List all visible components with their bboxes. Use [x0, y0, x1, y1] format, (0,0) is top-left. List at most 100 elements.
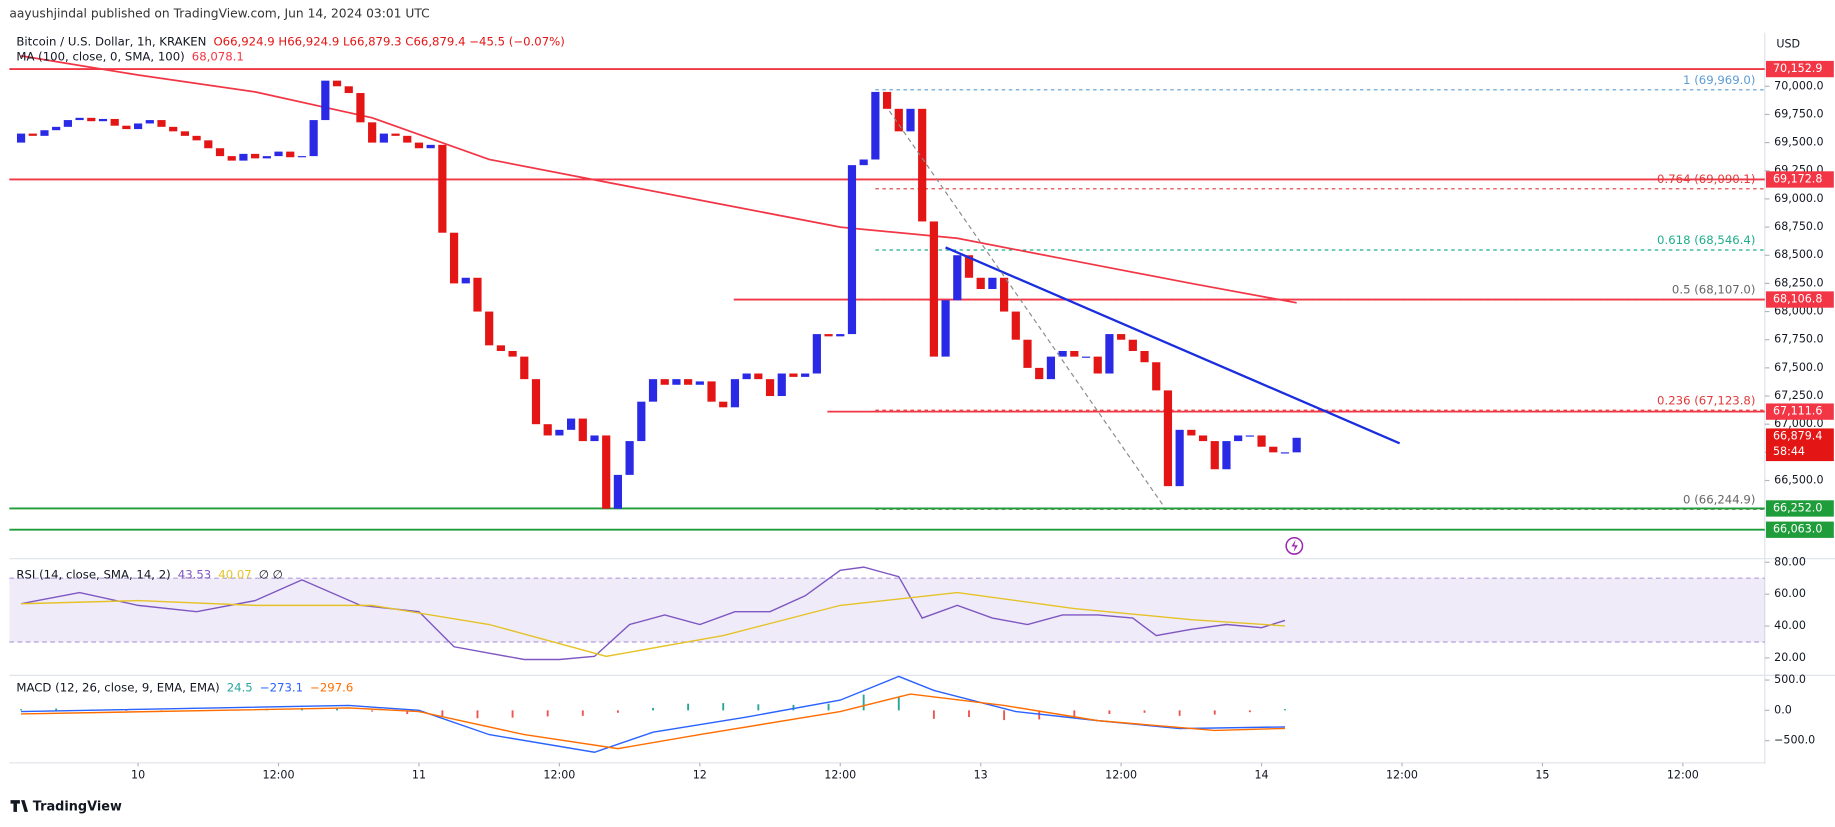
x-tick-label: 12:00	[1386, 769, 1418, 782]
header-text: 68,078.1	[192, 50, 244, 64]
level-price-tag	[1765, 60, 1834, 78]
candle	[543, 424, 552, 436]
macd-histogram-bar	[862, 694, 865, 711]
candle	[719, 401, 728, 408]
candle	[321, 80, 330, 121]
level-price-tag	[1765, 521, 1834, 538]
header-text: MA (100, close, 0, SMA, 100)	[16, 50, 184, 64]
candle	[812, 334, 821, 374]
candle	[52, 126, 61, 131]
candle	[204, 140, 213, 149]
candle	[602, 435, 611, 509]
y-tick-label: 67,000.0	[1774, 417, 1823, 430]
candle	[16, 133, 26, 143]
candle	[1023, 339, 1032, 368]
candle	[485, 311, 494, 346]
last-price-tag	[1765, 428, 1834, 462]
candle	[754, 373, 763, 380]
candle	[684, 379, 693, 385]
candle	[648, 379, 658, 402]
macd-histogram-bar	[1248, 710, 1251, 713]
macd-histogram-bar	[757, 704, 760, 711]
candle	[473, 277, 482, 312]
x-tick-label: 15	[1535, 769, 1549, 782]
candle	[356, 93, 365, 123]
candle	[906, 108, 915, 132]
candle	[391, 133, 400, 136]
y-tick-label: 69,750.0	[1774, 107, 1823, 120]
candle	[871, 91, 880, 160]
candle	[964, 255, 974, 278]
candle	[672, 379, 681, 385]
level-price-tag	[1765, 291, 1834, 308]
candle	[1128, 339, 1137, 351]
candle	[742, 373, 751, 380]
candle	[1198, 435, 1208, 442]
last-price-label: 66,879.4	[1773, 430, 1822, 443]
panel	[20, 675, 1770, 753]
currency: USD	[1776, 37, 1800, 50]
candle	[227, 156, 236, 161]
y-tick-label: 67,500.0	[1774, 361, 1823, 374]
fib-label: 0.236 (67,123.8)	[1657, 393, 1755, 407]
candle	[157, 120, 166, 127]
header-text: 24.5	[227, 681, 253, 695]
candle	[1117, 334, 1126, 340]
x-tick-label: 12:00	[543, 769, 575, 782]
y-tick-label: 68,500.0	[1774, 248, 1823, 261]
macd-histogram-bar	[125, 710, 128, 711]
candle	[894, 108, 903, 132]
countdown: 58:44	[1773, 445, 1805, 458]
trend-line	[888, 110, 1165, 508]
rsi-band	[9, 578, 1765, 642]
candle	[192, 135, 201, 141]
y-tick-label: 60.00	[1774, 587, 1806, 600]
fib-label: 0.764 (69,090.1)	[1657, 172, 1755, 186]
y-tick-label: 68,000.0	[1774, 305, 1823, 318]
candle	[461, 277, 470, 284]
candle	[847, 165, 857, 335]
candle	[1280, 452, 1290, 454]
fib-label: 1 (69,969.0)	[1683, 73, 1755, 87]
candle	[63, 120, 72, 127]
candle	[836, 334, 845, 337]
candle	[28, 133, 37, 136]
candle	[262, 156, 271, 159]
candle	[133, 123, 143, 130]
fib-label: 0.618 (68,546.4)	[1657, 233, 1755, 247]
candle	[239, 153, 248, 161]
header-text: −297.6	[310, 681, 353, 695]
candle	[1058, 350, 1067, 357]
level-price-label: 69,172.8	[1773, 172, 1822, 185]
candle	[824, 334, 833, 337]
candle	[1152, 362, 1161, 391]
candle	[637, 401, 646, 442]
candle	[555, 429, 564, 436]
candle	[122, 125, 131, 130]
macd-histogram-bar	[1003, 710, 1006, 721]
header-text: ∅ ∅	[259, 568, 283, 582]
macd-histogram-bar	[371, 710, 374, 712]
candle	[765, 379, 775, 397]
macd-histogram-bar	[792, 704, 795, 711]
candle	[379, 133, 388, 143]
level-price-tag	[1765, 171, 1834, 188]
candle	[1234, 435, 1243, 442]
candle	[789, 373, 798, 377]
header-text: O66,924.9 H66,924.9 L66,879.3 C66,879.4 …	[213, 35, 564, 49]
x-tick-label: 11	[412, 769, 426, 782]
candle	[1163, 390, 1173, 487]
candle	[414, 142, 424, 149]
candle	[1105, 334, 1114, 374]
candle	[403, 135, 412, 143]
candle	[988, 277, 997, 290]
macd-histogram-bar	[1284, 709, 1286, 711]
x-tick-label: 12:00	[263, 769, 295, 782]
macd-line	[21, 693, 1285, 750]
candle	[625, 441, 634, 475]
header-text: −273.1	[260, 681, 303, 695]
fib-label: 0 (66,244.9)	[1683, 492, 1755, 506]
candle	[1222, 441, 1231, 470]
